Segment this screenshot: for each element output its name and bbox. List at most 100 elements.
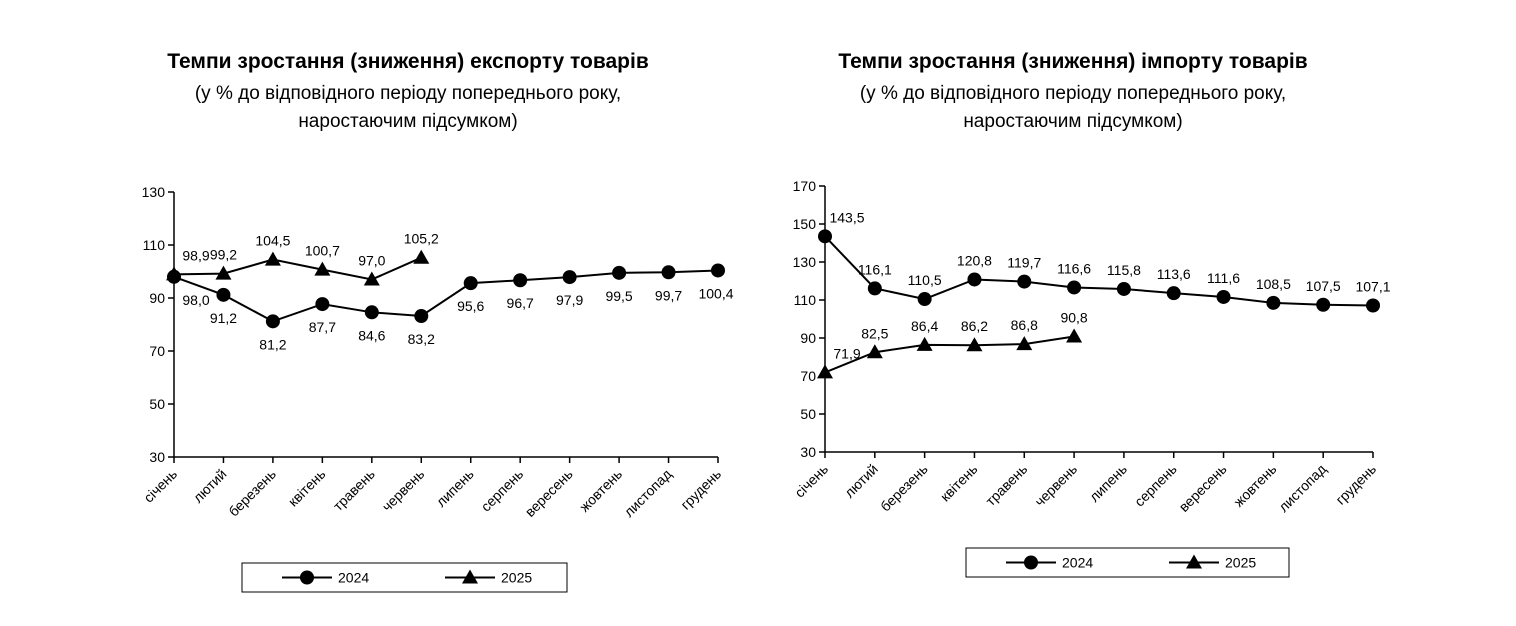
marker-triangle [264, 251, 281, 266]
chart: Темпи зростання (зниження) імпорту товар… [791, 50, 1391, 578]
x-tick-label: січень [791, 461, 831, 501]
x-tick-label: липень [1086, 461, 1130, 505]
y-tick-label: 70 [800, 368, 816, 384]
series-line [173, 269, 719, 323]
marker-triangle [462, 569, 478, 584]
marker-circle [1067, 280, 1082, 295]
marker-triangle [916, 336, 933, 351]
data-label: 107,1 [1355, 279, 1390, 295]
x-tick-label: лютий [190, 466, 230, 506]
data-label: 100,4 [698, 285, 733, 301]
data-label: 83,2 [408, 331, 435, 347]
chart-subtitle: наростаючим підсумком) [963, 111, 1182, 132]
marker-triangle [1066, 328, 1083, 343]
marker-circle [513, 273, 528, 288]
x-tick-label: липень [433, 466, 477, 510]
marker-triangle [817, 364, 833, 379]
x-tick-label: грудень [677, 466, 724, 513]
marker-triangle [166, 266, 182, 281]
data-label: 116,6 [1057, 260, 1091, 276]
chart-subtitle: (у % до відповідного періоду попередньог… [195, 83, 621, 104]
legend-label: 2024 [338, 570, 369, 586]
chart-title: Темпи зростання (зниження) експорту това… [167, 50, 649, 73]
marker-triangle [314, 261, 331, 276]
x-tick-label: січень [140, 466, 180, 506]
x-tick-label: грудень [1332, 461, 1379, 508]
data-label: 120,8 [957, 252, 992, 268]
marker-circle [364, 305, 379, 320]
marker-circle [265, 314, 280, 329]
data-label: 86,4 [911, 318, 938, 334]
data-label: 81,2 [259, 336, 286, 352]
data-label: 104,5 [255, 233, 290, 249]
marker-triangle [866, 344, 883, 359]
y-tick-label: 150 [793, 216, 817, 232]
y-tick-label: 90 [800, 330, 816, 346]
marker-circle [1216, 289, 1231, 304]
marker-circle [1366, 298, 1380, 313]
data-label: 82,5 [861, 325, 888, 341]
y-tick-label: 30 [800, 444, 816, 460]
marker-circle [867, 281, 882, 296]
chart-title: Темпи зростання (зниження) імпорту товар… [838, 50, 1307, 73]
marker-circle [1266, 295, 1281, 310]
marker-triangle [363, 271, 380, 286]
marker-circle [562, 270, 577, 285]
x-tick-label: жовтень [1230, 461, 1279, 510]
data-label: 99,2 [210, 247, 237, 263]
x-tick-label: червень [1031, 461, 1080, 510]
marker-circle [1017, 274, 1032, 289]
x-tick-label: червень [379, 466, 428, 515]
y-tick-label: 50 [800, 406, 816, 422]
data-label: 99,5 [605, 288, 632, 304]
data-label: 97,0 [358, 252, 385, 268]
x-tick-label: жовтень [576, 466, 625, 515]
x-tick-label: вересень [522, 466, 576, 520]
marker-circle [1166, 286, 1181, 301]
x-tick-label: серпень [478, 466, 527, 515]
data-label: 113,6 [1157, 266, 1191, 282]
marker-circle [1316, 297, 1331, 312]
x-tick-label: вересень [1176, 461, 1230, 515]
marker-triangle [215, 265, 232, 280]
data-label: 84,6 [358, 327, 385, 343]
marker-circle [917, 292, 932, 307]
y-tick-label: 30 [149, 449, 165, 465]
data-label: 97,9 [556, 292, 583, 308]
data-label: 71,9 [833, 345, 860, 361]
marker-circle [1024, 555, 1038, 570]
marker-circle [463, 276, 478, 291]
data-label: 86,8 [1011, 317, 1038, 333]
data-label: 105,2 [404, 231, 439, 247]
data-label: 116,1 [858, 261, 892, 277]
chart-subtitle: наростаючим підсумком) [298, 111, 517, 132]
y-tick-label: 50 [149, 396, 165, 412]
marker-circle [661, 265, 676, 280]
data-label: 107,5 [1306, 278, 1341, 294]
data-label: 111,6 [1207, 270, 1240, 286]
data-label: 110,5 [908, 272, 942, 288]
y-tick-label: 110 [143, 237, 166, 253]
x-tick-label: листопад [621, 466, 675, 520]
marker-circle [300, 570, 314, 585]
data-label: 115,8 [1107, 262, 1141, 278]
marker-triangle [1016, 336, 1033, 351]
x-tick-label: березень [225, 466, 279, 520]
marker-circle [216, 287, 231, 302]
x-tick-label: лютий [841, 461, 881, 501]
x-tick-label: квітень [937, 461, 981, 505]
chart: Темпи зростання (зниження) експорту това… [140, 50, 734, 593]
marker-circle [1116, 281, 1131, 296]
legend-label: 2025 [1225, 555, 1256, 571]
legend-label: 2024 [1062, 555, 1093, 571]
marker-triangle [413, 249, 430, 264]
data-label: 95,6 [457, 298, 484, 314]
x-tick-label: серпень [1131, 461, 1180, 510]
data-label: 98,0 [182, 292, 209, 308]
y-tick-label: 90 [149, 290, 165, 306]
marker-triangle [1186, 554, 1202, 569]
data-label: 86,2 [961, 318, 988, 334]
data-label: 108,5 [1256, 276, 1291, 292]
series-line [173, 256, 422, 281]
